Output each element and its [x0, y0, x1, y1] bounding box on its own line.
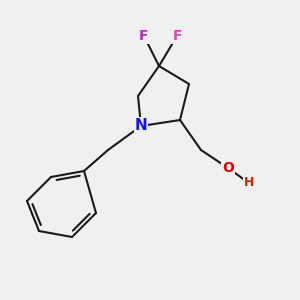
- Text: H: H: [244, 176, 254, 190]
- Text: O: O: [222, 161, 234, 175]
- Text: N: N: [135, 118, 147, 134]
- Text: F: F: [139, 29, 149, 43]
- Text: F: F: [172, 29, 182, 43]
